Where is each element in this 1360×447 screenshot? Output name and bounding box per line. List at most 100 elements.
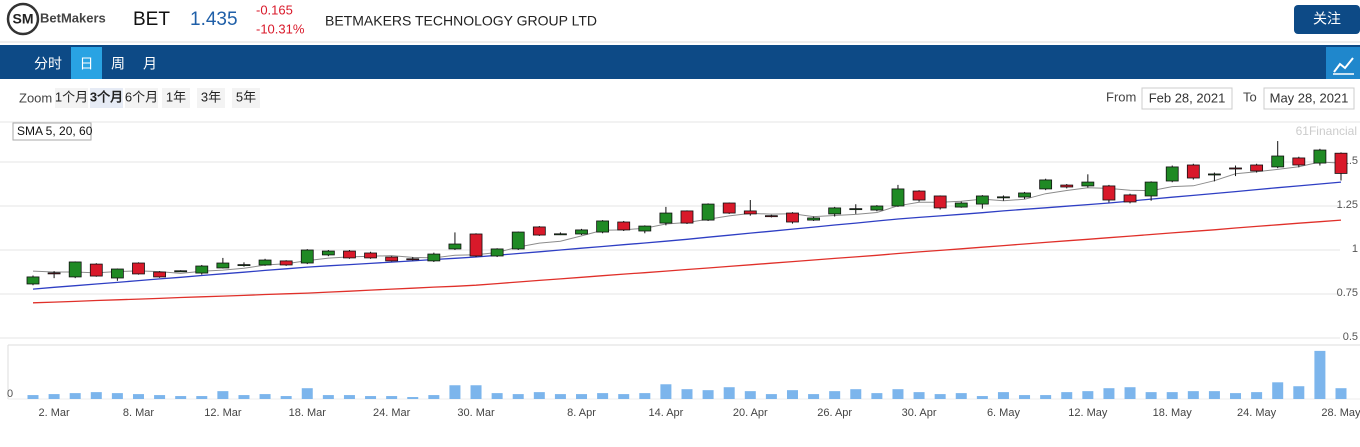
tab[interactable]: 分时 xyxy=(34,56,62,72)
volume-tick-label: 0 xyxy=(7,388,13,400)
candle-body xyxy=(638,225,652,232)
tab[interactable]: 日 xyxy=(80,56,94,72)
tab-active-bg[interactable] xyxy=(71,47,102,79)
volume-bar xyxy=(301,388,313,399)
x-tick-label: 30. Apr xyxy=(902,407,937,419)
to-label: To xyxy=(1243,89,1257,104)
volume-bar xyxy=(1145,392,1157,399)
x-tick-label: 8. Apr xyxy=(567,407,596,419)
zoom-option[interactable]: 3个月 xyxy=(90,89,123,104)
volume-bar xyxy=(913,392,925,399)
price: 1.435 xyxy=(190,9,238,30)
x-tick-label: 26. Apr xyxy=(817,407,852,419)
indicator-label: SMA 5, 20, 60 xyxy=(17,124,93,138)
tabs: 分时 日 周 月 xyxy=(34,47,157,79)
candle-body xyxy=(343,250,356,259)
company-name: BETMAKERS TECHNOLOGY GROUP LTD xyxy=(325,13,597,29)
sma-line xyxy=(32,219,1342,304)
volume-bar xyxy=(1040,395,1052,399)
candle-body xyxy=(722,202,736,214)
change: -0.165 xyxy=(256,2,293,17)
volume-bar xyxy=(386,396,398,399)
zoom-option-bg[interactable] xyxy=(232,88,260,108)
volume-bar xyxy=(90,392,102,399)
x-tick-label: 18. Mar xyxy=(289,407,327,419)
zoom-option[interactable]: 5年 xyxy=(236,89,256,104)
zoom-option-bg[interactable] xyxy=(197,88,225,108)
volume-bar xyxy=(829,391,841,399)
candle-body xyxy=(1334,152,1348,174)
volume-bar xyxy=(322,395,334,399)
zoom-option[interactable]: 1个月 xyxy=(55,89,88,104)
zoom-option-bg[interactable] xyxy=(162,88,190,108)
candle-body xyxy=(237,264,251,267)
zoom-options: 1个月 3个月 6个月 1年 3年 5年 xyxy=(55,88,260,108)
volume-bar xyxy=(554,394,566,399)
candle-body xyxy=(1165,166,1179,182)
follow-button[interactable] xyxy=(1294,5,1360,34)
volume-bar xyxy=(1230,393,1242,399)
tab[interactable]: 周 xyxy=(111,56,125,72)
candle-body xyxy=(132,262,145,275)
zoom-option[interactable]: 3年 xyxy=(201,89,221,104)
candle-body xyxy=(1186,164,1200,179)
to-value[interactable]: May 28, 2021 xyxy=(1270,90,1349,105)
to-input[interactable] xyxy=(1263,87,1355,110)
zoom-option-bg[interactable] xyxy=(55,88,88,108)
tab[interactable]: 月 xyxy=(143,56,157,72)
candle-body xyxy=(554,233,567,236)
volume-bar xyxy=(723,387,735,399)
candle-body xyxy=(849,208,863,211)
volume-bar xyxy=(744,391,756,399)
symbol: BET xyxy=(133,9,170,30)
candle-body xyxy=(870,205,884,211)
zoom-option-bg[interactable] xyxy=(125,88,158,108)
candle-body xyxy=(743,210,757,215)
volume-bar xyxy=(69,393,81,399)
volume-bar xyxy=(132,394,144,399)
volume-bar xyxy=(997,392,1009,399)
candle-body xyxy=(807,217,820,221)
candle-body xyxy=(933,195,947,209)
x-tick-label: 2. Mar xyxy=(39,407,71,419)
from-input[interactable] xyxy=(1141,87,1233,110)
zoom-option[interactable]: 6个月 xyxy=(125,89,158,104)
volume-bar xyxy=(491,393,503,399)
candle-body xyxy=(975,195,989,205)
candle-body xyxy=(1039,179,1053,190)
volume-bar xyxy=(407,397,419,399)
x-tick-label: 24. May xyxy=(1237,407,1277,419)
volume-bar xyxy=(765,394,777,399)
volume-bar xyxy=(259,394,271,399)
indicator-box xyxy=(12,122,92,141)
candle-body xyxy=(891,188,905,207)
candle-body xyxy=(47,272,61,275)
volume-bar xyxy=(1061,392,1073,399)
logo-name: BetMakers xyxy=(40,10,106,25)
zoom-option[interactable]: 1年 xyxy=(166,89,186,104)
x-tick-label: 6. May xyxy=(987,407,1021,419)
candle-body xyxy=(954,202,968,208)
volume-bar xyxy=(196,396,208,399)
nav-bar xyxy=(0,45,1360,79)
zoom-option-bg[interactable] xyxy=(90,88,123,108)
follow-button-label[interactable]: 关注 xyxy=(1313,11,1341,27)
volume-bar xyxy=(1314,350,1326,399)
volume-bar xyxy=(512,394,524,399)
candle-body xyxy=(1208,173,1221,176)
candle-body xyxy=(258,259,272,266)
candle-body xyxy=(1018,192,1031,198)
volume-bar xyxy=(175,396,187,399)
volume-bar xyxy=(892,389,904,399)
volume-bar xyxy=(576,394,588,399)
volume-bar xyxy=(976,396,988,399)
candle-body xyxy=(427,253,441,262)
y-tick-label: 1.25 xyxy=(1337,199,1358,211)
y-tick-label: 0.75 xyxy=(1337,287,1358,299)
from-value[interactable]: Feb 28, 2021 xyxy=(1149,90,1226,105)
volume-bar xyxy=(27,395,39,399)
volume-bar xyxy=(1019,395,1031,399)
volume-bar xyxy=(428,395,440,399)
candle-body xyxy=(1313,149,1327,164)
